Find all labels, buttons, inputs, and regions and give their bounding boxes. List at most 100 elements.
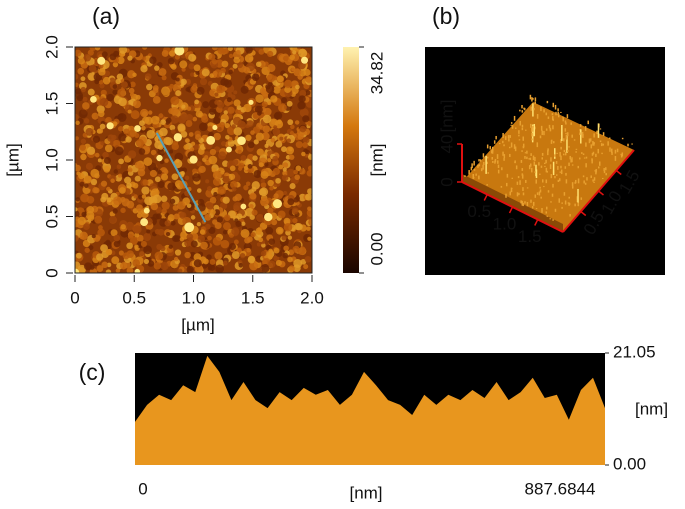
x-tick-label: 0 [138, 479, 147, 498]
grain [98, 225, 103, 230]
grain [262, 114, 272, 124]
grain [75, 210, 80, 218]
grain [287, 235, 293, 240]
grain [287, 119, 294, 126]
grain [277, 210, 286, 219]
grain [223, 110, 228, 115]
afm-texture [75, 47, 312, 273]
grain [157, 228, 165, 236]
grain [190, 86, 198, 93]
grain [222, 260, 228, 266]
grain [289, 131, 295, 136]
grain [75, 91, 83, 100]
grain [232, 51, 242, 60]
grain [185, 138, 190, 143]
grain [291, 207, 299, 215]
grain [154, 251, 164, 261]
grain [127, 109, 132, 114]
grain [83, 223, 90, 231]
grain [209, 196, 217, 204]
grain [112, 208, 118, 214]
grain [251, 209, 258, 216]
grain [128, 130, 136, 138]
grain [227, 47, 233, 52]
frame [74, 46, 313, 274]
grain [295, 84, 300, 90]
grain [273, 86, 281, 94]
grain [160, 262, 169, 271]
x-tick [534, 219, 539, 226]
grain [132, 259, 141, 267]
grain [127, 55, 133, 61]
grain [109, 77, 116, 84]
grain [117, 88, 126, 98]
grain [103, 165, 111, 173]
grain [196, 188, 202, 193]
grain [76, 252, 82, 259]
grain [171, 129, 176, 135]
grain [188, 132, 194, 137]
grain [118, 97, 127, 107]
grain [177, 115, 187, 124]
grain [288, 265, 295, 272]
grain [273, 193, 279, 199]
grain [143, 258, 150, 265]
grain [243, 67, 251, 74]
grain [101, 192, 109, 200]
grain [127, 99, 134, 106]
grain [180, 78, 187, 86]
grain [238, 262, 244, 268]
grain [125, 221, 135, 231]
grain [268, 238, 276, 245]
grain [307, 154, 312, 160]
grain [193, 259, 202, 268]
grain [237, 120, 246, 130]
grain [193, 253, 202, 262]
grain [285, 229, 291, 236]
grain [174, 54, 180, 60]
grain [75, 235, 79, 242]
grain [81, 211, 87, 217]
grain [249, 192, 257, 200]
grain [87, 72, 96, 81]
grain [224, 122, 231, 129]
grain [112, 121, 118, 127]
grain [166, 117, 172, 124]
grain [299, 168, 306, 175]
grain [272, 167, 280, 176]
grain [240, 228, 250, 238]
grain [156, 213, 162, 220]
grain [281, 174, 289, 182]
grain [281, 97, 287, 104]
grain [173, 256, 179, 262]
grain [127, 233, 134, 240]
grain [175, 77, 180, 82]
grain [98, 68, 106, 76]
grain [268, 248, 273, 254]
grain [286, 168, 295, 177]
grain [88, 64, 97, 73]
grain [206, 135, 216, 145]
grain [129, 81, 136, 88]
grain [126, 267, 134, 273]
grain [96, 253, 104, 261]
x-tick-label: 1.0 [182, 288, 206, 307]
grain [177, 123, 186, 132]
x-tick-label: 0.5 [122, 288, 146, 307]
grain [294, 120, 300, 125]
grain [307, 165, 312, 172]
grain [104, 144, 113, 153]
grain [225, 134, 230, 140]
grain [190, 72, 195, 77]
grain [118, 187, 126, 194]
grain [75, 268, 80, 273]
grain [170, 106, 179, 116]
grain [113, 169, 119, 174]
grain [99, 123, 106, 130]
grain [98, 79, 104, 85]
grain [240, 154, 247, 162]
grain [185, 87, 190, 92]
grain [244, 237, 251, 244]
grain [98, 63, 104, 69]
grain [307, 188, 312, 195]
